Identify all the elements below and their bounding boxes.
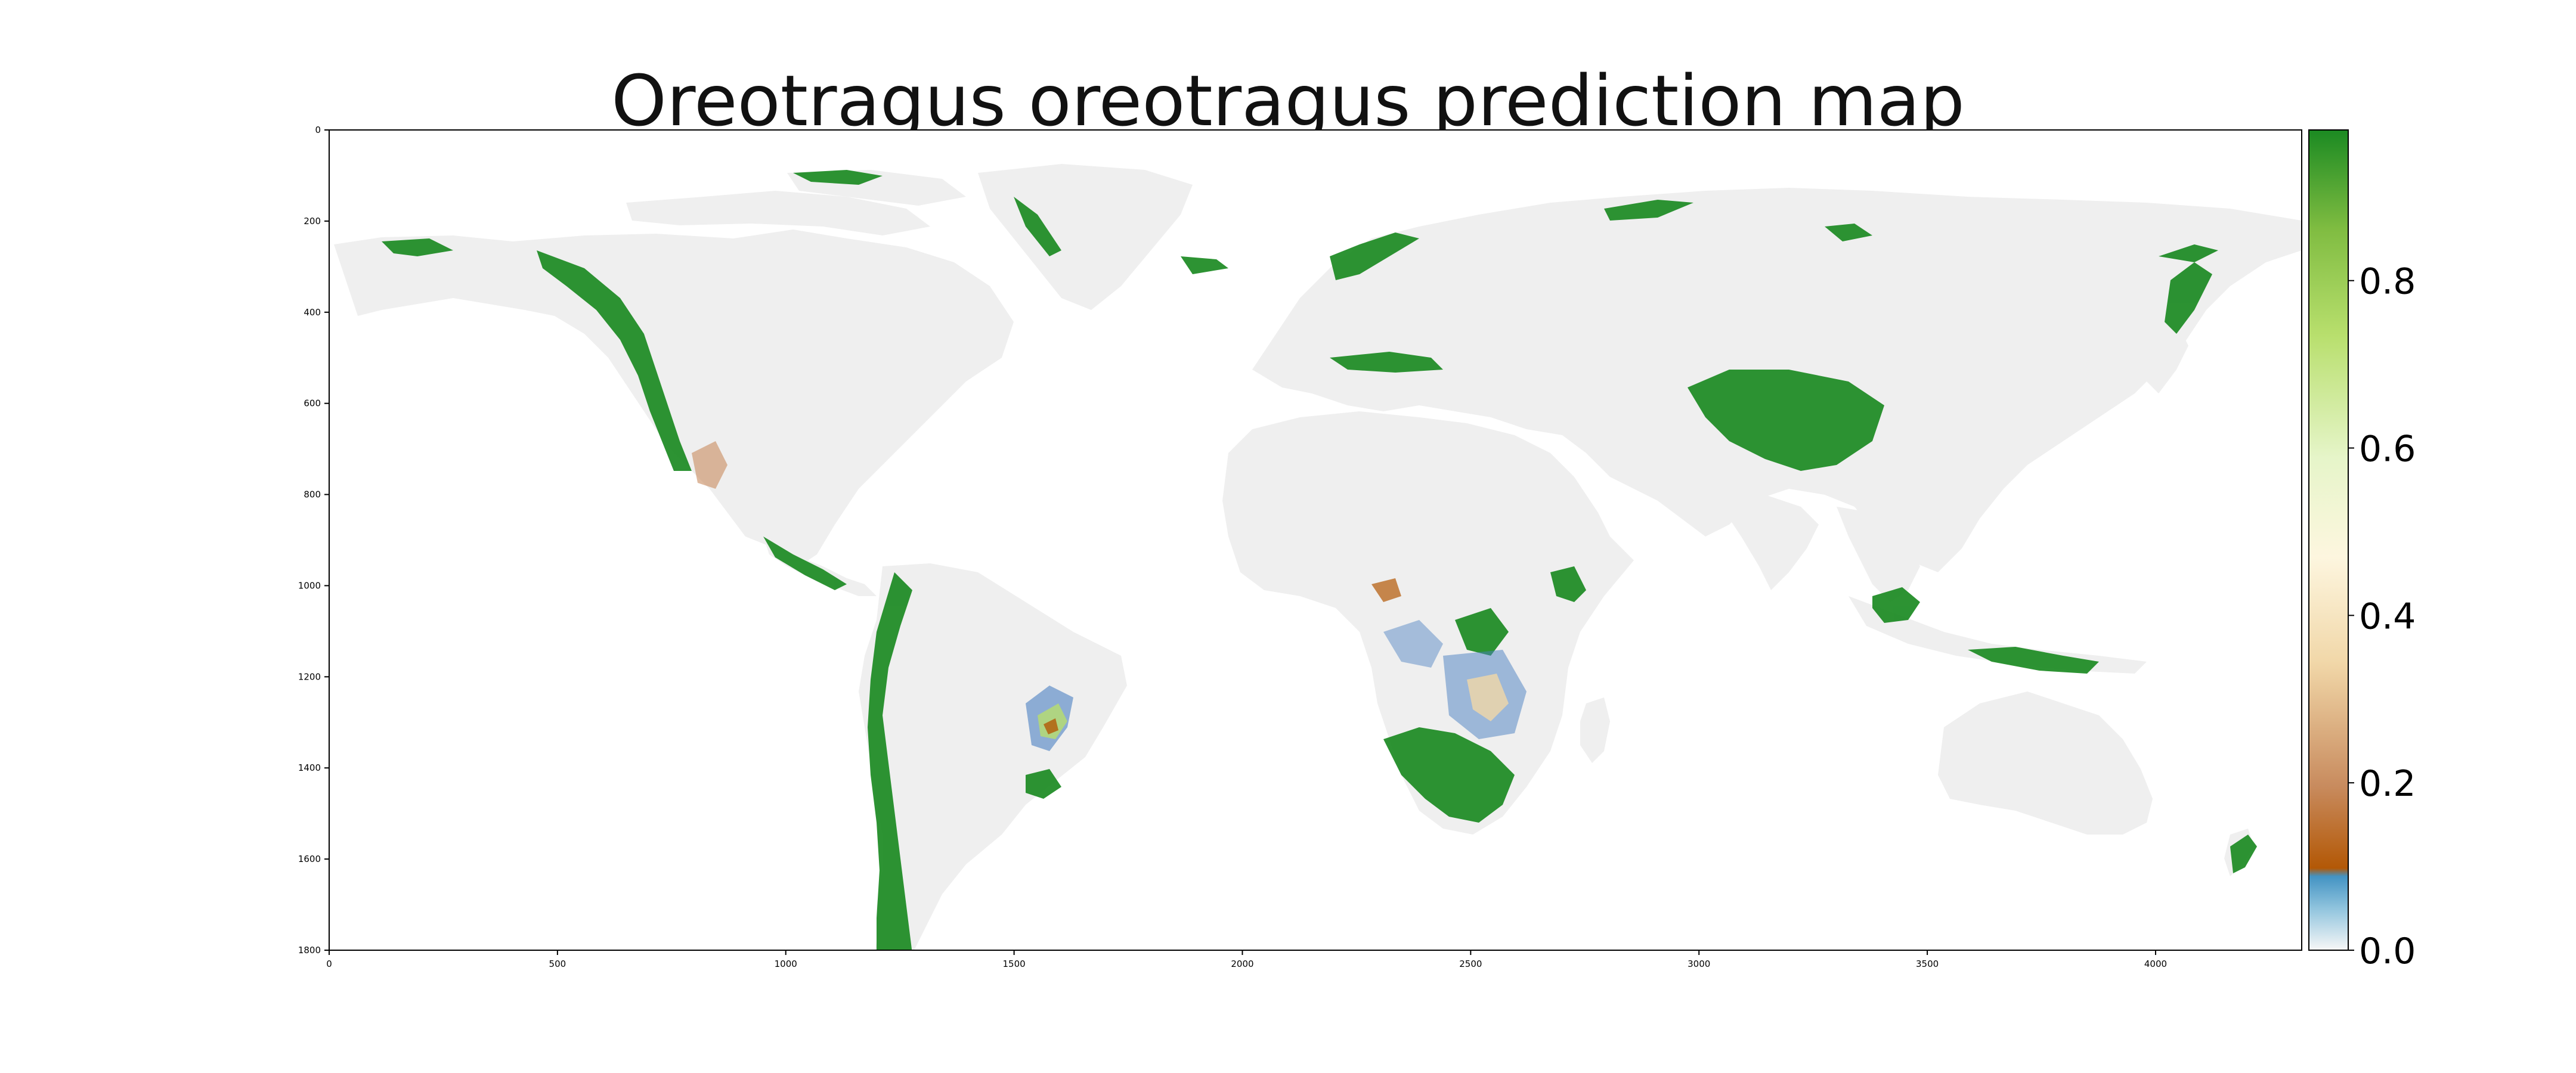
colorbar-ticks: 0.0 0.2 0.4 0.6 0.8 — [2348, 261, 2416, 972]
y-tick-label: 1400 — [298, 762, 321, 773]
colorbar: 0.0 0.2 0.4 0.6 0.8 — [2308, 129, 2416, 972]
colorbar-tick-label: 0.4 — [2359, 596, 2416, 637]
landmass-southeast-asia — [1837, 507, 1920, 602]
landmass-greenland — [978, 164, 1193, 310]
x-tick-label: 0 — [326, 959, 332, 969]
colorbar-tick-label: 0.8 — [2359, 261, 2416, 303]
x-axis: 0 500 1000 1500 2000 2500 3000 3500 4000 — [326, 950, 2167, 969]
x-tick-label: 1500 — [1003, 959, 1026, 969]
x-tick-label: 500 — [549, 959, 566, 969]
colorbar-tick-label: 0.0 — [2359, 931, 2416, 972]
y-tick-label: 1000 — [298, 580, 321, 591]
colorbar-tick-label: 0.2 — [2359, 763, 2416, 805]
prediction-high-patches — [382, 170, 2257, 950]
x-tick-label: 2500 — [1459, 959, 1482, 969]
x-tick-label: 4000 — [2144, 959, 2167, 969]
prediction-low-patches — [692, 441, 1527, 751]
y-tick-label: 0 — [315, 125, 321, 135]
landmass-india — [1717, 495, 1819, 590]
x-tick-label: 3000 — [1688, 959, 1710, 969]
y-tick-label: 600 — [304, 398, 321, 409]
x-tick-label: 2000 — [1231, 959, 1253, 969]
y-tick-label: 200 — [304, 216, 321, 227]
y-tick-label: 1200 — [298, 671, 321, 682]
landmass-south-america — [859, 563, 1127, 950]
map-title: Oreotragus oreotragus prediction map — [611, 60, 1965, 142]
landmass-japan — [2147, 322, 2188, 393]
landmass-africa — [1222, 411, 1634, 835]
x-tick-label: 3500 — [1916, 959, 1939, 969]
x-tick-label: 1000 — [775, 959, 797, 969]
landmass-central-america — [763, 536, 877, 596]
y-tick-label: 1600 — [298, 854, 321, 864]
landmass-australia — [1938, 691, 2153, 835]
y-axis: 0 200 400 600 800 1000 1200 1400 1600 1800 — [298, 125, 329, 956]
landmass-arctic-islands — [626, 191, 930, 235]
landmass-north-america — [334, 230, 1014, 566]
colorbar-scale — [2308, 129, 2349, 951]
y-tick-label: 1800 — [298, 945, 321, 956]
landmass-madagascar — [1580, 697, 1610, 763]
y-tick-label: 400 — [304, 307, 321, 318]
landmass-indonesia — [1849, 596, 2147, 674]
map-frame — [329, 129, 2302, 951]
world-land — [334, 164, 2302, 950]
y-tick-label: 800 — [304, 489, 321, 500]
map-axes — [329, 129, 2302, 951]
colorbar-tick-label: 0.6 — [2359, 429, 2416, 470]
